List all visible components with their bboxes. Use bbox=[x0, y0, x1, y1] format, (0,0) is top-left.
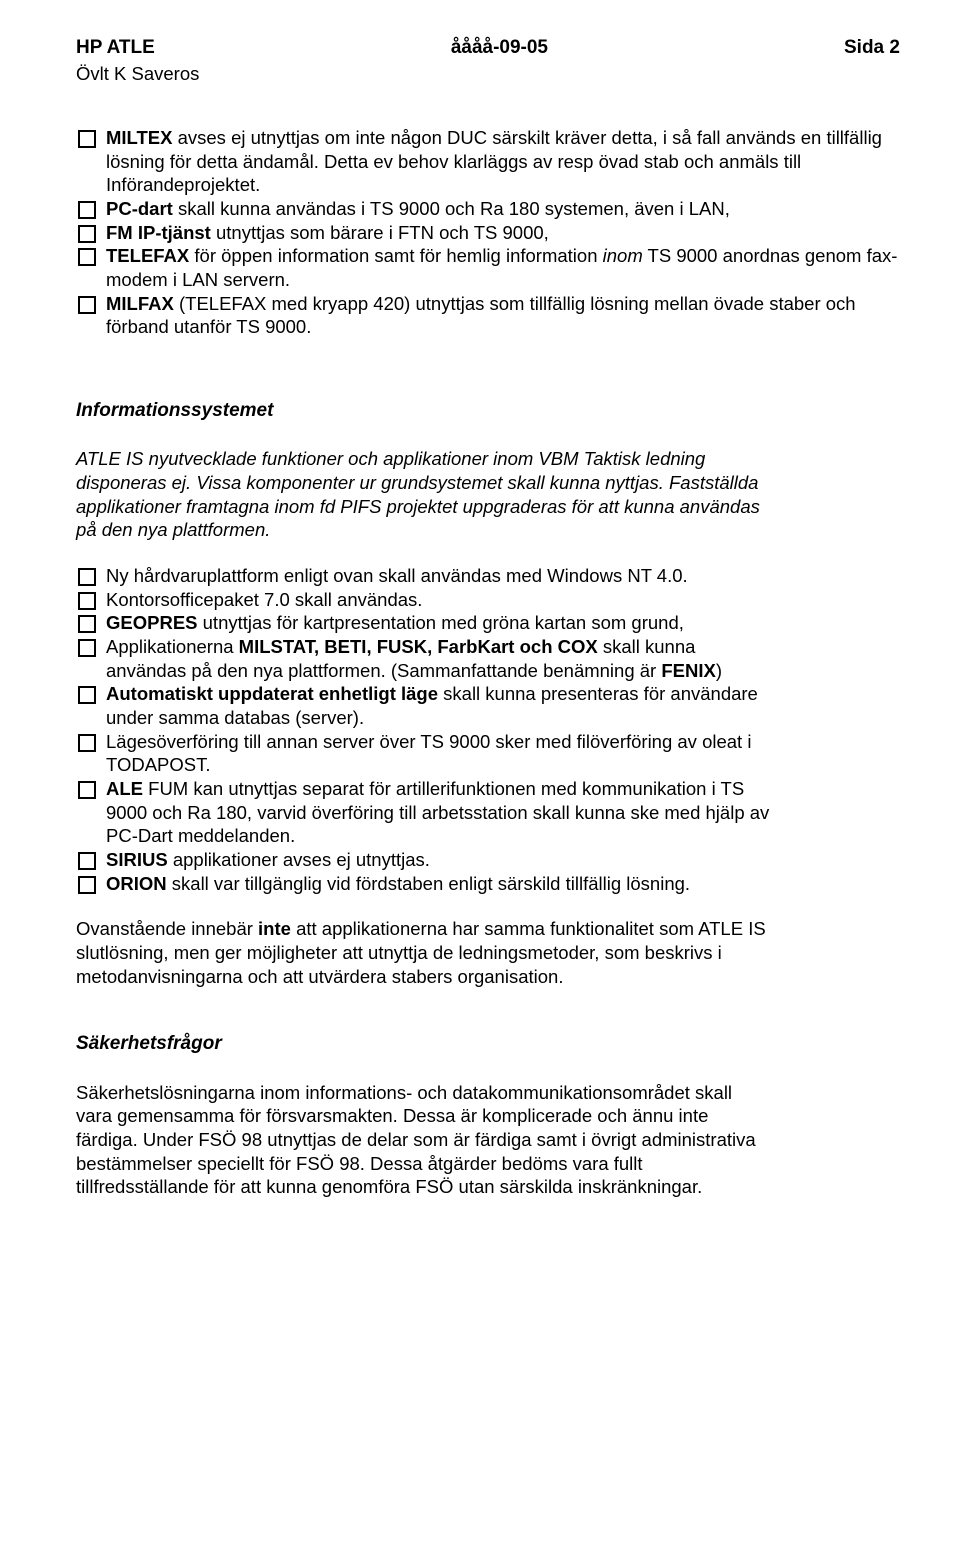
term: TELEFAX bbox=[106, 245, 189, 266]
list-item: SIRIUS applikationer avses ej utnyttjas. bbox=[76, 848, 900, 872]
text: FUM kan utnyttjas separat för artillerif… bbox=[106, 778, 769, 846]
text: utnyttjas för kartpresentation med gröna… bbox=[198, 612, 684, 633]
list-item: MILTEX avses ej utnyttjas om inte någon … bbox=[76, 126, 900, 197]
list-item: GEOPRES utnyttjas för kartpresentation m… bbox=[76, 611, 900, 635]
summary-paragraph: Ovanstående innebär inte att applikation… bbox=[76, 917, 900, 988]
text: applikationer avses ej utnyttjas. bbox=[168, 849, 430, 870]
section-heading-security: Säkerhetsfrågor bbox=[76, 1032, 900, 1056]
term: FENIX bbox=[661, 660, 715, 681]
term: Automatiskt uppdaterat enhetligt läge bbox=[106, 683, 438, 704]
term: ALE bbox=[106, 778, 143, 799]
text: Ovanstående innebär bbox=[76, 918, 258, 939]
list-item: ALE FUM kan utnyttjas separat för artill… bbox=[76, 777, 900, 848]
bullet-list-2: Ny hårdvaruplattform enligt ovan skall a… bbox=[76, 564, 900, 895]
list-item: Ny hårdvaruplattform enligt ovan skall a… bbox=[76, 564, 900, 588]
list-item: PC-dart skall kunna användas i TS 9000 o… bbox=[76, 197, 900, 221]
emphasis: inte bbox=[258, 918, 291, 939]
text: utnyttjas som bärare i FTN och TS 9000, bbox=[211, 222, 549, 243]
text: (TELEFAX med kryapp 420) utnyttjas som t… bbox=[106, 293, 856, 338]
term: MILTEX bbox=[106, 127, 172, 148]
page-header: HP ATLE åååå-09-05 Sida 2 bbox=[76, 36, 900, 60]
emphasis: inom bbox=[603, 245, 643, 266]
list-item: Automatiskt uppdaterat enhetligt läge sk… bbox=[76, 682, 900, 729]
term: MILSTAT, BETI, FUSK, FarbKart och COX bbox=[239, 636, 598, 657]
header-left: HP ATLE bbox=[76, 36, 155, 60]
bullet-list-1: MILTEX avses ej utnyttjas om inte någon … bbox=[76, 126, 900, 339]
header-right: Sida 2 bbox=[844, 36, 900, 60]
list-item: Lägesöverföring till annan server över T… bbox=[76, 730, 900, 777]
list-item: FM IP-tjänst utnyttjas som bärare i FTN … bbox=[76, 221, 900, 245]
intro-paragraph: ATLE IS nyutvecklade funktioner och appl… bbox=[76, 447, 900, 542]
term: ORION bbox=[106, 873, 167, 894]
text: avses ej utnyttjas om inte någon DUC sär… bbox=[106, 127, 882, 195]
security-paragraph: Säkerhetslösningarna inom informations- … bbox=[76, 1081, 900, 1199]
term: MILFAX bbox=[106, 293, 174, 314]
header-subtitle: Övlt K Saveros bbox=[76, 62, 900, 86]
section-heading-info: Informationssystemet bbox=[76, 399, 900, 423]
term: GEOPRES bbox=[106, 612, 198, 633]
header-center: åååå-09-05 bbox=[451, 36, 548, 60]
text: skall var tillgänglig vid fördstaben enl… bbox=[167, 873, 690, 894]
term: SIRIUS bbox=[106, 849, 168, 870]
term: PC-dart bbox=[106, 198, 173, 219]
list-item: Kontorsofficepaket 7.0 skall användas. bbox=[76, 588, 900, 612]
list-item: ORION skall var tillgänglig vid fördstab… bbox=[76, 872, 900, 896]
text: ) bbox=[716, 660, 722, 681]
text: Applikationerna bbox=[106, 636, 239, 657]
list-item: TELEFAX för öppen information samt för h… bbox=[76, 244, 900, 291]
text: för öppen information samt för hemlig in… bbox=[189, 245, 602, 266]
list-item: MILFAX (TELEFAX med kryapp 420) utnyttja… bbox=[76, 292, 900, 339]
text: skall kunna användas i TS 9000 och Ra 18… bbox=[173, 198, 730, 219]
term: FM IP-tjänst bbox=[106, 222, 211, 243]
list-item: Applikationerna MILSTAT, BETI, FUSK, Far… bbox=[76, 635, 900, 682]
